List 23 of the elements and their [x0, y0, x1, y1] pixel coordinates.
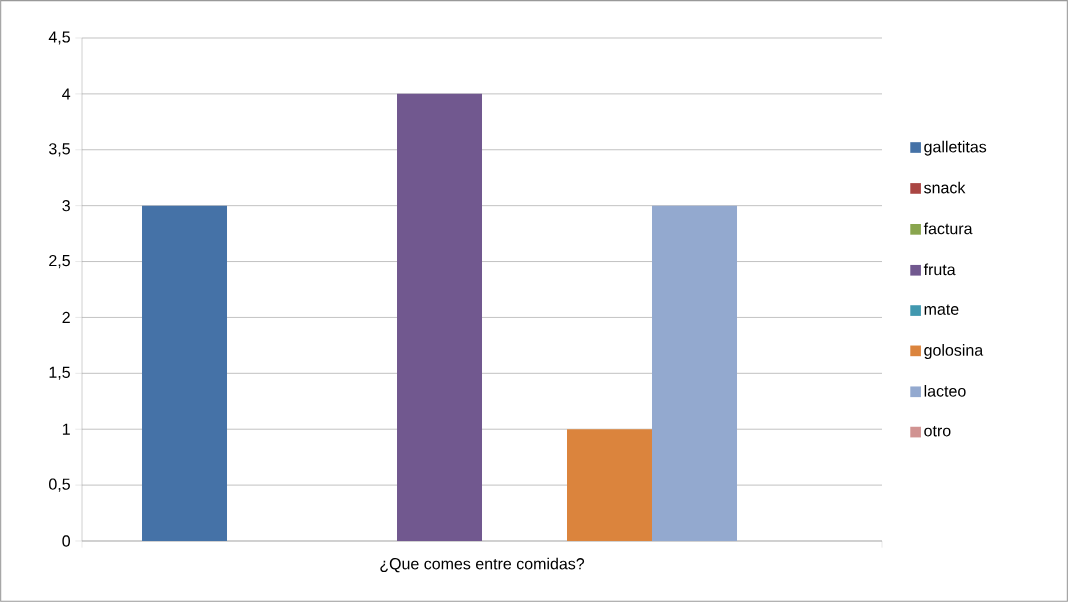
- legend-label: golosina: [924, 344, 984, 359]
- y-tick-label: 2,5: [49, 254, 70, 269]
- x-tick-label: ¿Que comes entre comidas?: [380, 557, 585, 573]
- legend-label: fruta: [923, 263, 956, 276]
- legend-label: mate: [924, 304, 959, 315]
- legend-label: factura: [923, 222, 973, 235]
- y-tick-label: 4: [62, 88, 71, 100]
- bar: [652, 205, 738, 541]
- bar: [397, 93, 483, 541]
- y-tick-label: 3: [62, 200, 70, 212]
- legend-label: snack: [924, 181, 966, 194]
- bar: [142, 205, 228, 541]
- legend-label: galletitas: [924, 140, 987, 156]
- y-tick-label: 3,5: [48, 143, 70, 157]
- y-tick-label: 0: [62, 535, 71, 547]
- y-tick-label: 1,5: [49, 366, 70, 380]
- legend-label: lacteo: [924, 385, 966, 397]
- y-tick-label: 4,5: [48, 31, 70, 45]
- y-tick-label: 1: [62, 423, 70, 435]
- legend-label: otro: [924, 425, 951, 437]
- bar: [567, 429, 652, 541]
- y-tick-label: 0,5: [49, 478, 70, 492]
- y-tick-label: 2: [62, 311, 70, 324]
